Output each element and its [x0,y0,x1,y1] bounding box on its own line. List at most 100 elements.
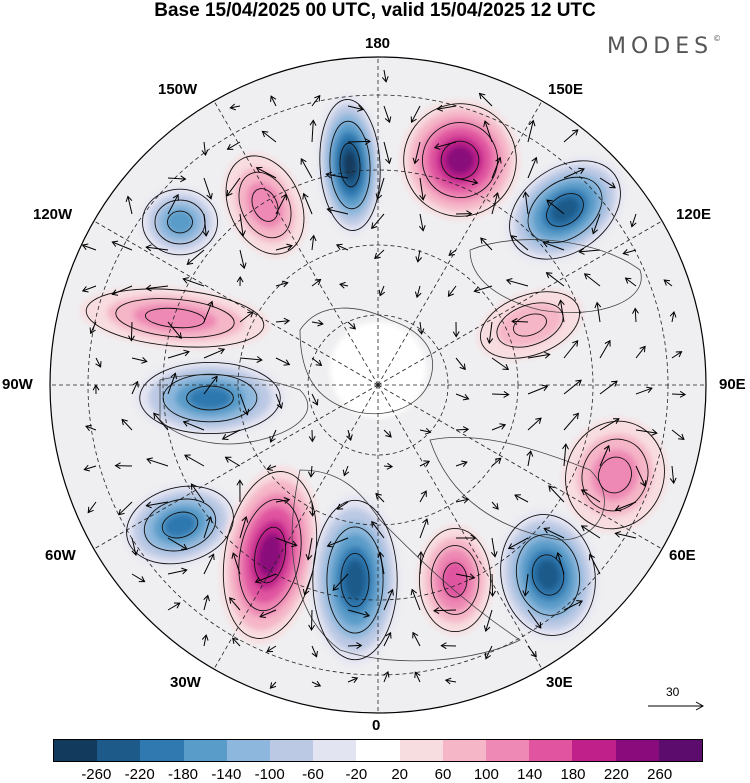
colorbar-tick-label: -140 [211,766,242,783]
wind-vector [236,479,244,503]
colorbar-swatch [658,740,703,761]
wind-vector [491,156,502,179]
height-contour-line [527,176,603,244]
wind-vector [83,464,97,472]
height-contour-line [312,499,398,661]
wind-vector [505,278,529,287]
wind-vector [275,357,291,366]
wind-vector [125,195,133,215]
colorbar-swatch [529,740,573,761]
colorbar-tick-label: 260 [647,766,673,783]
wind-vector [669,465,677,485]
vector-reference-value: 30 [666,685,680,699]
anomaly-contour [445,145,475,175]
anomaly-contour [591,449,639,501]
wind-vector [414,285,422,299]
wind-vector [339,281,349,289]
wind-vector [146,457,169,467]
wind-vector [478,92,493,107]
colorbar-swatch [399,740,443,761]
map-title: Base 15/04/2025 00 UTC, valid 15/04/2025… [154,0,596,21]
height-contour-line [162,373,258,423]
colorbar-tick-label: -180 [167,766,199,783]
wind-vector [167,602,181,611]
wind-vector [118,501,133,516]
colorbar-tick-label: -260 [81,766,112,783]
wind-vector [522,191,530,215]
wind-vector [383,671,390,683]
coastline [469,239,642,313]
wind-vector [305,537,313,561]
wind-vector [491,357,510,371]
height-contour-line [329,120,371,210]
wind-vector [203,594,210,611]
wind-vector [447,285,457,297]
wind-vector [483,120,493,143]
wind-vector [275,497,291,504]
wind-vector [510,235,529,251]
anomaly-contour [163,513,197,537]
height-contour-line [225,155,305,255]
wind-vector [167,193,179,215]
wind-vector [410,105,421,124]
wind-vector [669,310,677,323]
wind-vector [378,285,386,297]
colorbar-swatch [572,740,616,761]
wind-vector [167,537,188,550]
height-contour-line [161,511,199,539]
colorbar-swatch [486,740,530,761]
wind-vector [436,104,457,112]
wind-vector [527,384,549,395]
height-contour-line [126,485,234,565]
wind-vector [418,213,426,232]
wind-vector [81,285,97,293]
coastline [429,437,605,541]
wind-vector [186,249,205,266]
wind-vector [346,429,353,442]
wind-vector [455,426,470,434]
wind-vector [275,537,298,548]
wind-vector [383,141,392,165]
height-contour-line [513,313,547,337]
wind-vector [275,393,283,410]
height-contour-line [339,142,361,188]
colorbar-swatch [140,740,184,761]
wind-vector [167,175,187,183]
wind-vector [383,105,392,124]
wind-vector [557,299,565,323]
anomaly-contour [166,209,194,235]
colorbar-tick-label: 180 [560,766,586,783]
brand-name: MODES [607,34,714,59]
wind-vector [419,427,432,435]
polar-map [49,56,707,714]
wind-vector [221,429,241,440]
wind-vector [599,177,616,189]
wind-vector [375,177,385,200]
wind-vector [527,609,542,629]
wind-vector [111,240,133,251]
colorbar-tick-label: -220 [124,766,155,783]
height-contour-line [85,288,265,348]
colorbar-swatch [313,740,357,761]
wind-vector [545,272,565,287]
wind-vector [507,537,529,550]
wind-vector [203,300,214,323]
wind-vector [224,456,241,467]
wind-vector [599,339,611,359]
colorbar-swatch [615,740,659,761]
wind-vector [452,321,460,338]
label-30e: 30E [546,674,573,691]
wind-vector [167,372,177,395]
wind-vector [308,501,316,517]
wind-vector [599,444,611,467]
latitude-circle [162,169,594,601]
anomaly-contour [246,181,284,229]
wind-vector [275,193,287,215]
wind-vector [145,244,169,252]
wind-vector [201,634,209,647]
meridian-line [377,100,543,386]
wind-vector [526,450,534,467]
wind-vector [417,551,425,575]
anomaly-contour [497,303,563,347]
wind-vector [455,460,468,467]
